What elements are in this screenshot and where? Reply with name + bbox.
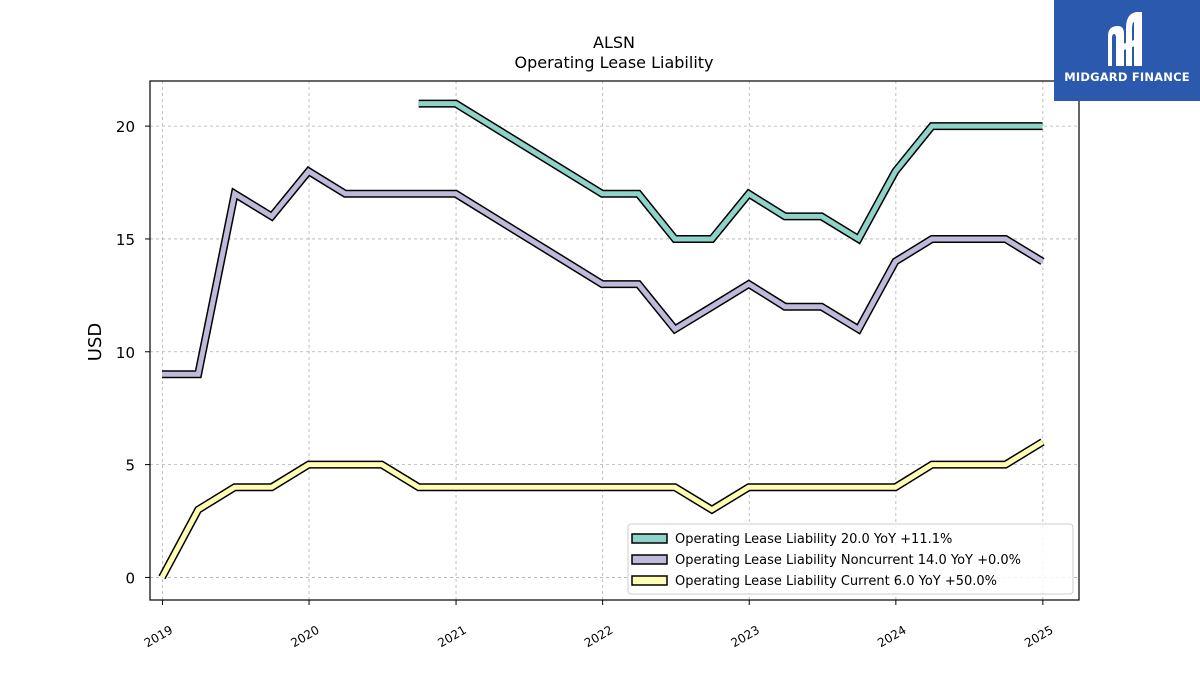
y-tick-label: 15 (116, 231, 135, 249)
grid (150, 81, 1079, 600)
chart-subtitle: Operating Lease Liability (514, 53, 713, 72)
x-tick-label: 2024 (875, 623, 908, 650)
x-tick-label: 2021 (435, 623, 468, 650)
plot-frame (149, 80, 1080, 601)
series-line (158, 438, 1045, 580)
x-tick-label: 2020 (288, 623, 321, 650)
y-tick-label: 10 (116, 344, 135, 362)
x-tick-label: 2023 (729, 623, 762, 650)
chart-title: ALSN (593, 33, 635, 52)
legend-label: Operating Lease Liability Noncurrent 14.… (675, 553, 1021, 568)
x-tick-label: 2022 (582, 623, 615, 650)
legend: Operating Lease Liability 20.0 YoY +11.1… (627, 523, 1074, 595)
midgard-logo-icon (1108, 12, 1142, 66)
y-tick-label: 20 (116, 118, 135, 136)
midgard-logo: MIDGARD FINANCE (1054, 0, 1200, 101)
midgard-logo-text: MIDGARD FINANCE (1064, 70, 1190, 84)
series-line-outline (162, 166, 1045, 379)
x-tick-label: 2025 (1022, 623, 1055, 650)
series-line-fill (418, 101, 1043, 243)
y-axis-label: USD (85, 323, 106, 361)
y-tick-label: 0 (125, 569, 135, 587)
series-layer (158, 99, 1045, 580)
legend-label: Operating Lease Liability 20.0 YoY +11.1… (675, 532, 952, 547)
series-line-fill (162, 168, 1044, 377)
legend-label: Operating Lease Liability Current 6.0 Yo… (675, 574, 997, 589)
series-line (418, 99, 1043, 245)
legend-swatch (631, 575, 668, 586)
series-line-fill (159, 439, 1044, 579)
series-line (162, 166, 1045, 379)
legend-swatch (631, 554, 668, 565)
y-tick-label: 5 (125, 457, 135, 475)
x-tick-label: 2019 (142, 623, 175, 650)
legend-swatch (631, 533, 668, 544)
legend-box (627, 523, 1074, 595)
